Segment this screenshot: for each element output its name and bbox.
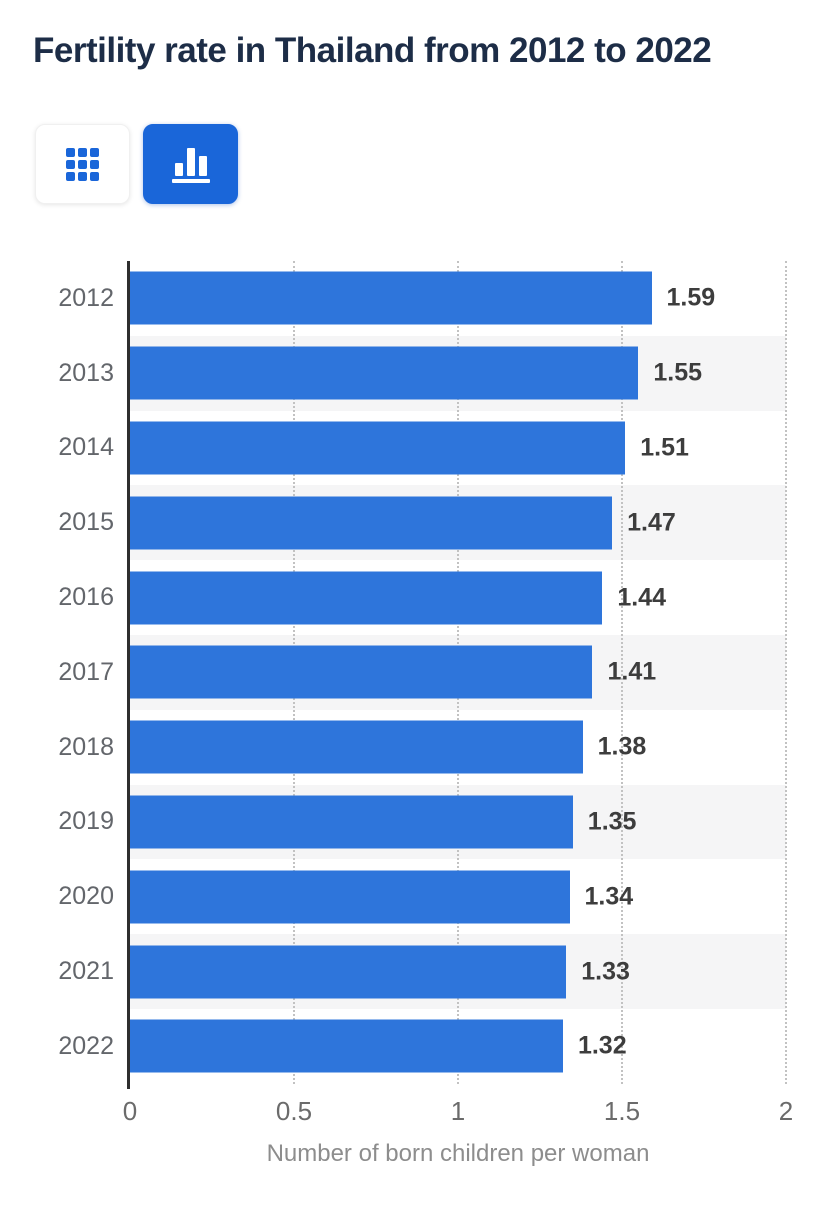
x-tick-label: 0: [122, 1095, 138, 1126]
year-label: 2012: [58, 283, 114, 312]
year-label: 2020: [58, 882, 114, 911]
data-bar[interactable]: [130, 645, 593, 699]
data-bar[interactable]: [130, 346, 639, 400]
row-plot: 1.34: [130, 859, 786, 934]
chart-row: 2015 1.47: [0, 485, 835, 561]
year-label: 2022: [58, 1031, 114, 1060]
data-bar[interactable]: [130, 421, 626, 475]
year-label: 2017: [58, 657, 114, 686]
bar-value-label: 1.35: [587, 807, 637, 836]
x-axis-title: Number of born children per woman: [266, 1139, 650, 1167]
data-bar[interactable]: [130, 870, 570, 924]
chart-row: 2013 1.55: [0, 335, 835, 411]
x-axis: 0 0.5 1 1.5 2: [123, 1095, 793, 1132]
table-grid-icon: [66, 147, 99, 181]
chart-row: 2018 1.38: [0, 710, 835, 785]
chart-row: 2017 1.41: [0, 634, 835, 710]
bar-value-label: 1.38: [597, 732, 647, 761]
row-plot: 1.38: [130, 710, 786, 785]
bar-value-label: 1.55: [653, 358, 703, 387]
data-bar[interactable]: [130, 945, 567, 999]
bar-value-label: 1.44: [617, 583, 666, 612]
row-plot: 1.44: [130, 560, 786, 635]
x-tick-label: 1: [450, 1095, 466, 1126]
data-bar[interactable]: [130, 271, 652, 325]
table-view-button[interactable]: [35, 124, 130, 204]
chart-row: 2014 1.51: [0, 411, 835, 486]
year-label: 2014: [58, 433, 114, 462]
chart-row: 2016 1.44: [0, 560, 835, 635]
year-label: 2019: [58, 807, 114, 836]
chart-view-button[interactable]: [143, 124, 238, 204]
year-label: 2013: [58, 358, 114, 387]
chart-row: 2022 1.32: [0, 1009, 835, 1084]
x-tick-label: 1.5: [603, 1095, 641, 1126]
year-label: 2018: [58, 732, 114, 761]
row-plot: 1.32: [130, 1009, 786, 1084]
year-label: 2016: [58, 583, 114, 612]
y-axis-line: [127, 261, 130, 1089]
page-title: Fertility rate in Thailand from 2012 to …: [33, 31, 712, 70]
row-plot: 1.55: [130, 335, 786, 411]
chart-plot-area: 2012 1.59 2013 1.55 2014 1.51 2015 1.47 2016 1.44…: [0, 261, 835, 1089]
row-plot: 1.35: [130, 784, 786, 860]
x-tick-label: 2: [778, 1095, 794, 1126]
bar-value-label: 1.33: [581, 957, 630, 986]
row-plot: 1.33: [130, 934, 786, 1009]
data-bar[interactable]: [130, 571, 603, 625]
data-bar[interactable]: [130, 795, 573, 849]
year-label: 2021: [58, 957, 114, 986]
bar-value-label: 1.32: [577, 1031, 627, 1060]
year-label: 2015: [58, 508, 114, 537]
data-bar[interactable]: [130, 1019, 563, 1073]
data-bar[interactable]: [130, 720, 583, 774]
bar-chart-icon: [171, 146, 210, 183]
bar-value-label: 1.59: [666, 283, 716, 312]
chart-row: 2021 1.33: [0, 934, 835, 1009]
bar-value-label: 1.47: [627, 508, 676, 537]
chart-row: 2019 1.35: [0, 784, 835, 860]
chart-row: 2020 1.34: [0, 859, 835, 934]
row-plot: 1.51: [130, 411, 786, 486]
bar-chart: 2012 1.59 2013 1.55 2014 1.51 2015 1.47 2016 1.44…: [0, 261, 835, 1168]
row-plot: 1.59: [130, 261, 786, 336]
chart-row: 2012 1.59: [0, 261, 835, 336]
bar-value-label: 1.34: [584, 882, 634, 911]
data-bar[interactable]: [130, 496, 613, 550]
bar-value-label: 1.51: [640, 433, 689, 462]
x-tick-label: 0.5: [275, 1095, 313, 1126]
row-plot: 1.47: [130, 485, 786, 561]
view-toggle: [35, 124, 835, 204]
row-plot: 1.41: [130, 634, 786, 710]
bar-value-label: 1.41: [607, 657, 657, 686]
